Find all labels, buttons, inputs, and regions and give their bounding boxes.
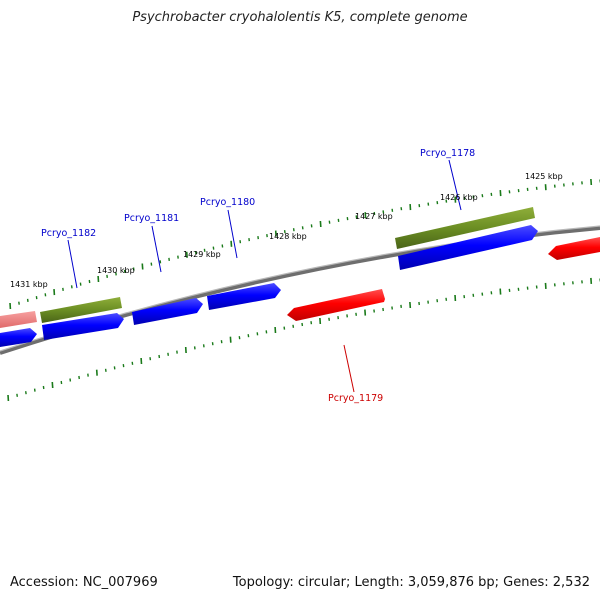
gene-labels: Pcryo_1182 Pcryo_1181 Pcryo_1180 Pcryo_1…: [41, 148, 475, 404]
accession-text: Accession: NC_007969: [10, 575, 158, 590]
scale-label: 1428 kbp: [269, 232, 307, 241]
scale-label: 1431 kbp: [10, 280, 48, 289]
feature-band: [40, 297, 122, 323]
gene-arrow-reverse: [287, 289, 385, 321]
gene-arrow-forward: [0, 328, 37, 347]
gene-label: Pcryo_1180: [200, 197, 255, 208]
gene-arrow-forward: [42, 313, 124, 340]
genome-title: Psychrobacter cryohalolentis K5, complet…: [132, 10, 468, 25]
genome-summary: Topology: circular; Length: 3,059,876 bp…: [232, 575, 590, 590]
scale-label: 1427 kbp: [355, 212, 393, 221]
label-leaders: [67, 159, 462, 393]
feature-bands: [40, 207, 535, 323]
feature-band: [395, 207, 535, 249]
scale-labels: 1431 kbp 1430 kbp 1429 kbp 1428 kbp 1427…: [10, 172, 563, 289]
outer-scale-ticks: [9, 178, 600, 310]
scale-label: 1429 kbp: [183, 250, 221, 259]
scale-label: 1426 kbp: [440, 193, 478, 202]
gene-label: Pcryo_1181: [124, 213, 179, 224]
inner-scale-ticks: [7, 277, 600, 402]
gene-label: Pcryo_1179: [328, 393, 383, 404]
scale-label: 1430 kbp: [97, 266, 135, 275]
scale-label: 1425 kbp: [525, 172, 563, 181]
gene-arrow-forward: [398, 225, 538, 270]
gene-label: Pcryo_1182: [41, 228, 96, 239]
gene-label: Pcryo_1178: [420, 148, 475, 159]
gene-arrow-forward: [132, 298, 203, 325]
forward-genes: [0, 225, 538, 347]
gene-arrow-forward: [207, 283, 281, 310]
reverse-genes: [0, 237, 600, 328]
gene-arrow-reverse: [548, 237, 600, 260]
gene-arrow-reverse-faded: [0, 311, 37, 328]
